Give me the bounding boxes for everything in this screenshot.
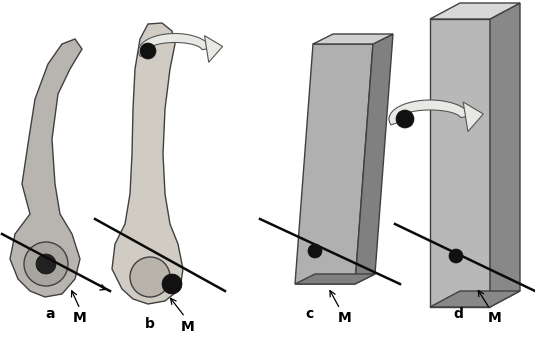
Circle shape [162,274,182,294]
Polygon shape [10,39,82,297]
Polygon shape [490,3,520,307]
Polygon shape [430,291,520,307]
Circle shape [396,110,414,128]
Polygon shape [295,44,373,284]
Circle shape [36,254,56,274]
Polygon shape [112,23,183,304]
Circle shape [449,249,463,263]
Text: M: M [488,311,502,325]
Polygon shape [430,19,490,307]
Polygon shape [430,3,520,19]
Polygon shape [355,34,393,284]
Polygon shape [295,274,375,284]
Polygon shape [463,102,483,132]
Text: a: a [45,307,55,321]
Text: b: b [145,317,155,331]
Polygon shape [313,34,393,44]
Text: M: M [73,311,87,325]
Text: c: c [306,307,314,321]
Circle shape [140,43,156,59]
Circle shape [308,244,322,258]
Circle shape [24,242,68,286]
Polygon shape [204,36,223,62]
Polygon shape [389,100,470,125]
Text: M: M [181,320,195,334]
Text: d: d [453,307,463,321]
Text: M: M [338,311,352,325]
Polygon shape [139,34,211,56]
Circle shape [130,257,170,297]
